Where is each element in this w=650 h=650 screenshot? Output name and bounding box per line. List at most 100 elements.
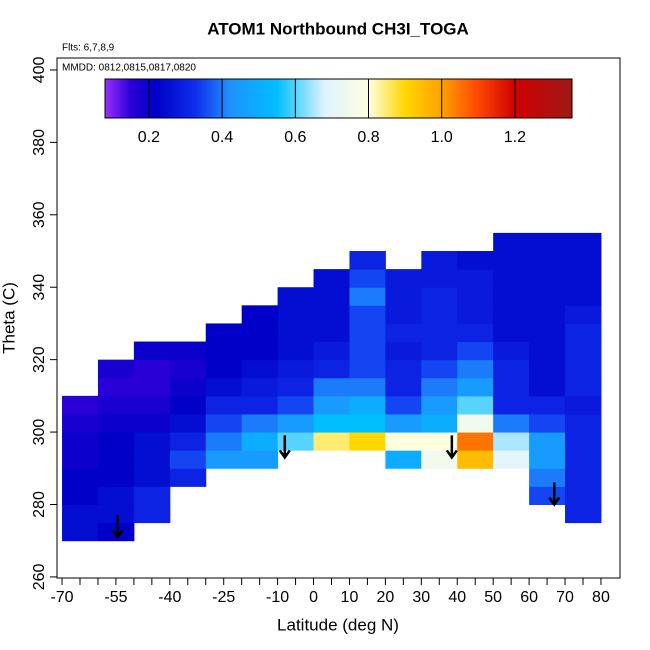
x-tick-label: 20 xyxy=(376,589,394,606)
cell xyxy=(133,450,171,469)
cell xyxy=(565,413,602,433)
x-tick-label: -25 xyxy=(212,589,235,606)
arrow xyxy=(445,435,458,460)
cell xyxy=(313,395,350,415)
cell xyxy=(349,377,386,397)
cell xyxy=(493,251,530,270)
cell xyxy=(349,432,386,451)
cell xyxy=(421,323,458,343)
cell xyxy=(97,359,135,379)
cell xyxy=(97,413,135,433)
cell xyxy=(565,232,602,252)
cell xyxy=(421,432,458,451)
cell xyxy=(493,305,530,324)
cell xyxy=(385,395,422,415)
cell xyxy=(457,269,494,288)
cell xyxy=(169,413,207,433)
y-tick-label: 280 xyxy=(31,491,48,518)
cell xyxy=(277,359,315,379)
colorbar-tick-label: 0.8 xyxy=(357,129,379,146)
x-tick-label: -70 xyxy=(50,589,73,606)
cell xyxy=(457,413,494,433)
cell xyxy=(493,432,530,451)
cell xyxy=(385,341,422,361)
cell xyxy=(529,305,566,324)
cell xyxy=(529,251,566,270)
cell xyxy=(529,287,566,306)
cell xyxy=(133,504,171,524)
cell xyxy=(97,486,135,505)
flights-note: Flts: 6,7,8,9 xyxy=(62,43,115,54)
cell xyxy=(457,305,494,324)
cell xyxy=(133,341,171,361)
cell xyxy=(133,395,171,415)
cell xyxy=(241,305,279,324)
cell xyxy=(529,413,566,433)
cell xyxy=(62,395,99,415)
cell xyxy=(385,359,422,379)
cell xyxy=(205,450,243,469)
colorbar xyxy=(104,78,573,119)
cell xyxy=(62,432,99,451)
arrow xyxy=(278,435,291,460)
colorbar-tick-label: 0.4 xyxy=(211,129,233,146)
cell xyxy=(529,468,566,487)
cell xyxy=(385,432,422,451)
x-tick-label: 60 xyxy=(520,589,538,606)
cell xyxy=(493,269,530,288)
cell xyxy=(457,251,494,270)
cell xyxy=(565,395,602,415)
x-tick-label: 80 xyxy=(592,589,610,606)
cell xyxy=(529,450,566,469)
cell xyxy=(133,377,171,397)
cell xyxy=(421,341,458,361)
cell xyxy=(349,341,386,361)
cell xyxy=(241,432,279,451)
cell xyxy=(133,359,171,379)
cell xyxy=(421,287,458,306)
cell xyxy=(313,359,350,379)
y-tick-label: 320 xyxy=(31,346,48,373)
cell xyxy=(565,269,602,288)
cell xyxy=(277,305,315,324)
cell xyxy=(241,359,279,379)
x-tick-label: 0 xyxy=(309,589,318,606)
cell xyxy=(457,341,494,361)
cell xyxy=(313,269,350,288)
cell xyxy=(313,305,350,324)
mmdd-note: MMDD: 0812,0815,0817,0820 xyxy=(62,63,196,74)
cell xyxy=(97,504,135,524)
cell xyxy=(529,341,566,361)
cell xyxy=(493,341,530,361)
chart-title: ATOM1 Northbound CH3I_TOGA xyxy=(207,19,469,38)
cell xyxy=(529,395,566,415)
cell xyxy=(421,377,458,397)
cell xyxy=(169,377,207,397)
cell xyxy=(169,395,207,415)
y-tick-label: 260 xyxy=(31,563,48,590)
cell xyxy=(493,232,530,252)
cell xyxy=(565,251,602,270)
cell xyxy=(313,341,350,361)
cell xyxy=(457,432,494,451)
cell xyxy=(421,269,458,288)
arrow xyxy=(111,515,124,540)
y-tick-label: 340 xyxy=(31,274,48,301)
cell xyxy=(97,432,135,451)
cell xyxy=(565,359,602,379)
cell xyxy=(62,450,99,469)
x-tick-label: 70 xyxy=(556,589,574,606)
cell xyxy=(169,450,207,469)
cell xyxy=(349,359,386,379)
cell xyxy=(97,377,135,397)
cell xyxy=(529,432,566,451)
cell xyxy=(62,413,99,433)
cell xyxy=(133,432,171,451)
cell xyxy=(349,305,386,324)
cell xyxy=(277,413,315,433)
cell xyxy=(97,395,135,415)
cell xyxy=(493,377,530,397)
cell xyxy=(241,341,279,361)
heatmap xyxy=(62,232,602,542)
